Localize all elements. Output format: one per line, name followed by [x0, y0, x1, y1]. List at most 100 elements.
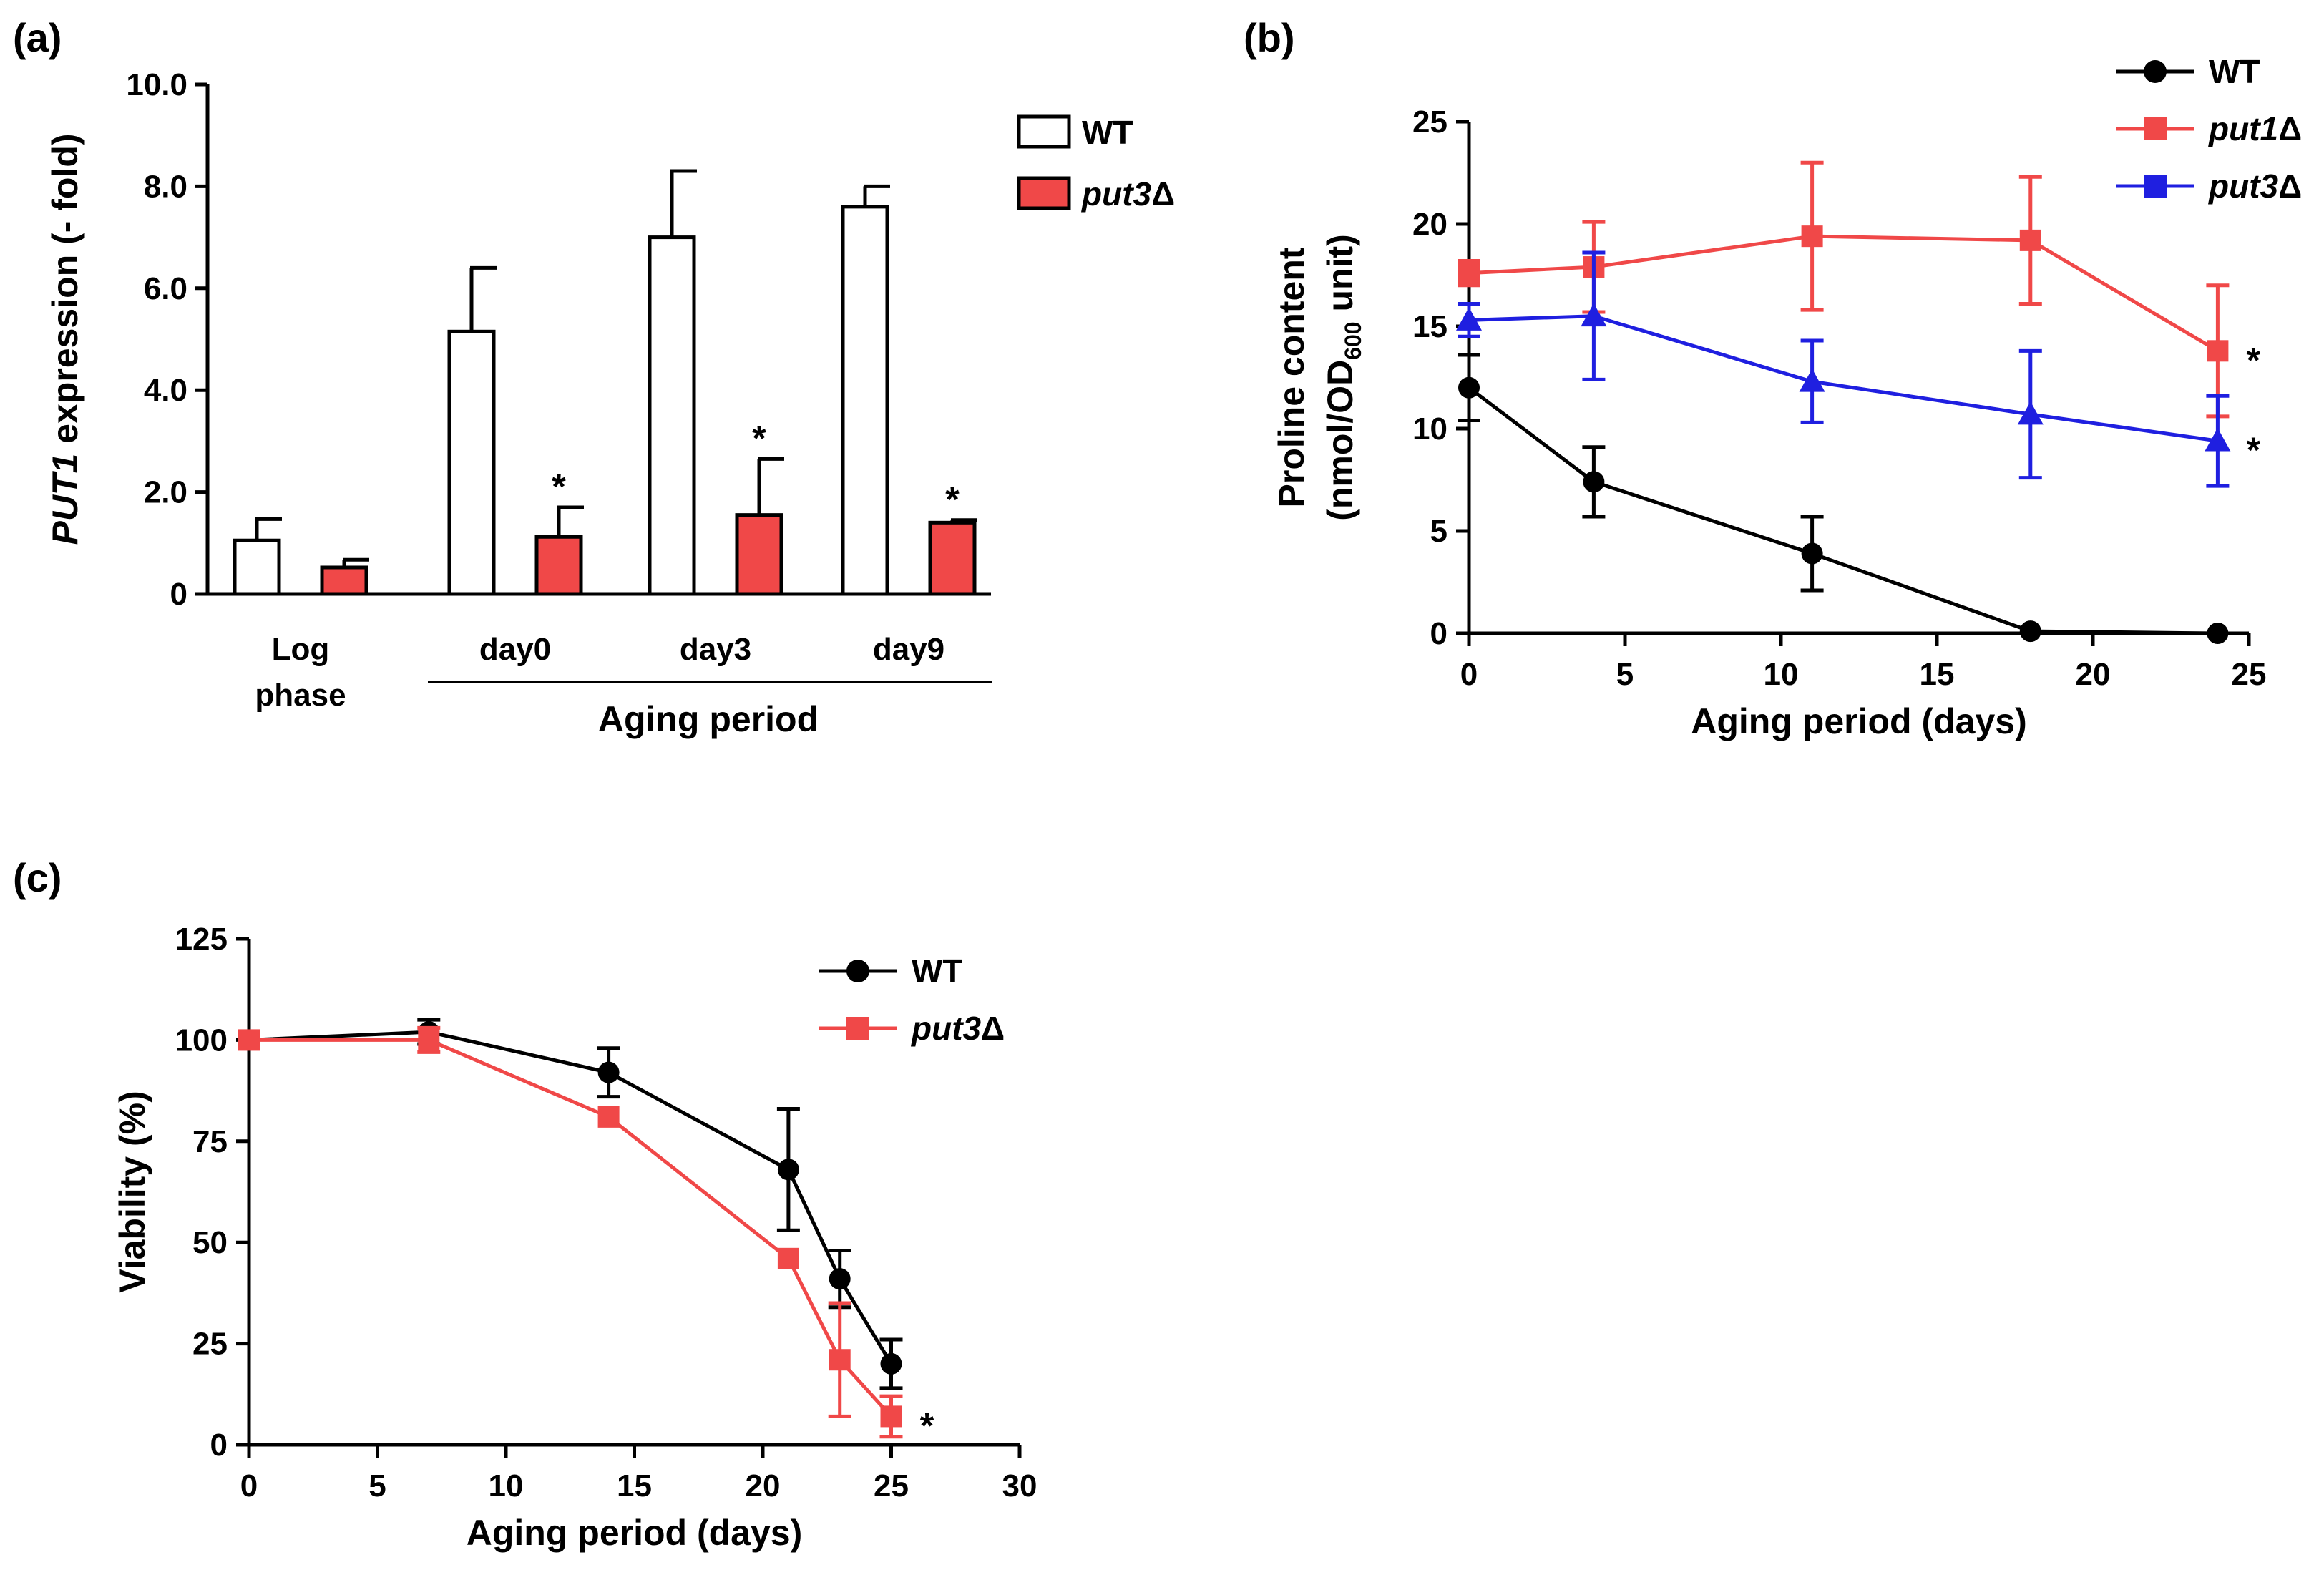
y-axis-title-c: Viability (%): [112, 1091, 152, 1292]
data-point-WT: [777, 1159, 799, 1181]
data-point-put1Δ: [2019, 229, 2041, 251]
legend-label-a: put3Δ: [1080, 175, 1175, 213]
data-point-put3Δ: [1799, 369, 1825, 392]
panel-b: (b) 0 5 10 15 20 25 0 5 10 15 20 25 Aging period (day…: [1244, 15, 2302, 741]
series-put1Δ: *: [1458, 160, 2261, 419]
data-point-WT: [2019, 620, 2041, 643]
x-tick-label-c: 20: [746, 1468, 781, 1503]
data-point-put3Δ: [829, 1349, 851, 1371]
x-tick-label-b: 15: [1920, 657, 1955, 692]
legend-label-b: WT: [2209, 53, 2260, 90]
series-line-put3Δ: [1468, 314, 2218, 443]
bar-WT-day9: [841, 205, 889, 596]
data-point-put1Δ: [1458, 262, 1480, 284]
legend-label-a-plain: WT: [1082, 114, 1133, 151]
bar-put3Δ-day3: [735, 513, 783, 596]
x-tick-label-b: 0: [1460, 657, 1478, 692]
legend-label-b: put1Δ: [2207, 110, 2302, 147]
legend-swatch-put3Δ: [1017, 176, 1071, 210]
series-line-WT: [248, 1030, 893, 1365]
data-point-WT: [2207, 623, 2229, 644]
x-axis-title-b: Aging period (days): [1691, 701, 2026, 741]
data-point-WT: [829, 1268, 851, 1290]
data-point-WT: [880, 1352, 902, 1375]
x-category-label-a: Log: [272, 632, 330, 667]
legend-label-a: WT: [1082, 114, 1133, 151]
x-tick-label-b: 25: [2232, 657, 2267, 692]
bar-put3Δ-Log phase: [320, 565, 368, 596]
y-tick-label-a: 10.0: [126, 67, 187, 102]
legend-label-c-italic: put3: [910, 1010, 982, 1047]
y-tick-label-c: 50: [192, 1225, 228, 1260]
y-axis-title-b-post: unit): [1320, 234, 1360, 321]
x-axis-title-c: Aging period (days): [467, 1513, 802, 1553]
x-tick-label-b: 5: [1616, 657, 1634, 692]
legend-label-c-plain: Δ: [981, 1010, 1005, 1047]
data-point-WT: [597, 1061, 620, 1083]
legend-marker-put3Δ: [846, 1017, 869, 1040]
legend-label-b-plain: Δ: [2278, 110, 2302, 147]
y-tick-label-a: 8.0: [144, 169, 187, 204]
legend-label-c: WT: [912, 952, 963, 990]
data-point-WT: [1458, 376, 1480, 399]
series-put3Δ: *: [1456, 250, 2261, 488]
x-tick-label-c: 0: [240, 1468, 258, 1503]
legend-label-b-italic: put3: [2207, 167, 2279, 205]
y-axis-title-b-line1: Proline content: [1271, 247, 1312, 507]
panel-c: (c) 0 25 50 75 100 125 0 5 10 15 20 25 30 Aging period…: [13, 855, 1037, 1553]
y-tick-label-b: 0: [1430, 616, 1447, 651]
data-point-put3Δ: [1581, 303, 1607, 327]
y-tick-label-a: 0: [170, 577, 187, 612]
data-point-put1Δ: [2207, 340, 2229, 362]
y-tick-label-c: 125: [175, 922, 228, 957]
data-point-put3Δ: [418, 1029, 440, 1051]
legend-label-c-plain: WT: [912, 952, 963, 990]
x-category-label-a: day9: [873, 632, 944, 667]
bar-put3Δ-day9: [928, 520, 977, 596]
data-point-put1Δ: [1801, 225, 1823, 248]
y-tick-label-c: 25: [192, 1327, 228, 1362]
y-axis-title-b-pre: (nmol/OD: [1320, 360, 1360, 521]
legend-marker-put3Δ: [2144, 175, 2167, 198]
series-line-put1Δ: [1468, 234, 2219, 353]
data-point-WT: [1583, 471, 1605, 493]
y-tick-label-b: 25: [1412, 104, 1447, 140]
data-point-put3Δ: [2205, 428, 2231, 452]
legend-swatch-WT: [1017, 114, 1071, 149]
y-axis-title-a: PUT1 expression (- fold): [45, 133, 85, 545]
legend-label-b-plain: WT: [2209, 53, 2260, 90]
bar-WT-day3: [648, 235, 696, 596]
data-point-WT: [1801, 542, 1823, 565]
y-tick-label-c: 100: [175, 1023, 228, 1058]
significance-marker: *: [752, 418, 766, 458]
bar-WT-Log phase: [233, 538, 281, 596]
y-axis-title-b-line2: (nmol/OD600 unit): [1320, 234, 1366, 521]
legend-marker-WT: [846, 960, 869, 982]
group-label-a: Aging period: [598, 699, 819, 739]
y-tick-label-b: 5: [1430, 514, 1447, 549]
x-category-label-a: day3: [680, 632, 751, 667]
bar-put3Δ-day0: [534, 535, 583, 596]
data-point-put3Δ: [597, 1106, 620, 1128]
x-tick-label-c: 25: [874, 1468, 909, 1503]
series-WT: [238, 1018, 903, 1390]
y-tick-label-c: 0: [210, 1428, 228, 1463]
x-tick-label-b: 10: [1764, 657, 1799, 692]
y-tick-label-c: 75: [192, 1124, 228, 1159]
x-tick-label-c: 30: [1002, 1468, 1038, 1503]
y-tick-label-a: 6.0: [144, 271, 187, 306]
panel-a: (a) 0 2.0 4.0 6.0 8.0 10.0 PUT1 expression (- f…: [13, 15, 1175, 739]
panel-label-a: (a): [13, 15, 62, 60]
data-point-put3Δ: [1456, 307, 1482, 331]
legend-label-a-plain: Δ: [1151, 175, 1175, 213]
series-line-put3Δ: [249, 1038, 893, 1418]
y-tick-label-b: 20: [1412, 207, 1447, 242]
legend-label-b: put3Δ: [2207, 167, 2302, 205]
legend-label-a-italic: put3: [1080, 175, 1152, 213]
x-tick-label-b: 20: [2076, 657, 2111, 692]
x-tick-label-c: 5: [368, 1468, 386, 1503]
legend-label-b-italic: put1: [2207, 110, 2278, 147]
x-category-label-a: day0: [479, 632, 551, 667]
data-point-put3Δ: [880, 1405, 902, 1428]
